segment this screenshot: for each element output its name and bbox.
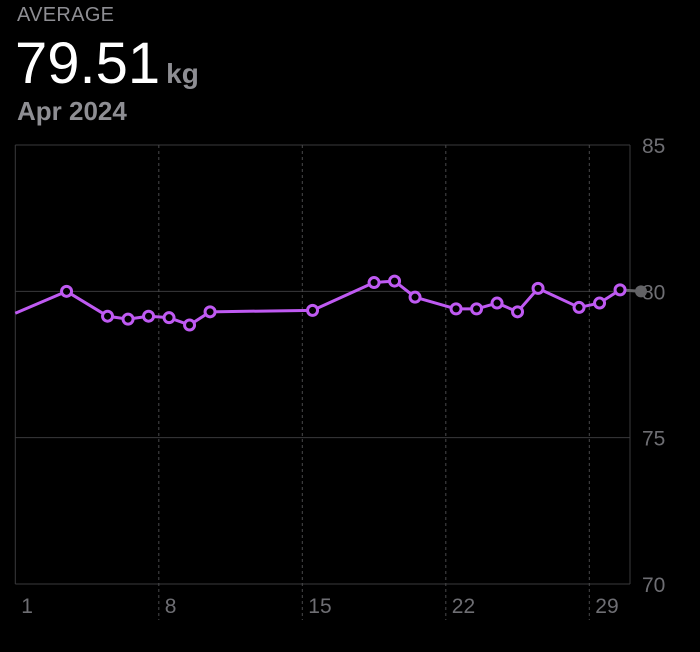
y-tick-label: 80 [642, 281, 665, 304]
x-tick-label: 22 [452, 595, 475, 618]
data-point [367, 276, 381, 290]
data-point [470, 302, 484, 316]
data-point [121, 312, 135, 326]
data-point [306, 303, 320, 317]
average-label: AVERAGE [17, 4, 115, 26]
data-point [203, 305, 217, 319]
data-point [511, 305, 525, 319]
y-tick-label: 75 [642, 428, 665, 451]
unit-label: kg [166, 58, 199, 89]
x-tick-label: 8 [165, 595, 177, 618]
data-point [162, 311, 176, 325]
data-point [388, 274, 402, 288]
average-number: 79.51 [15, 31, 161, 96]
x-tick-label: 29 [595, 595, 618, 618]
current-marker [635, 285, 647, 298]
data-point [183, 318, 197, 332]
data-point [593, 296, 607, 310]
data-point [142, 309, 156, 323]
data-point [449, 302, 463, 316]
x-tick-label: 15 [308, 595, 331, 618]
data-point [101, 309, 115, 323]
data-point [408, 290, 422, 304]
x-tick-label: 1 [21, 595, 33, 618]
data-point [572, 300, 586, 314]
y-tick-label: 70 [642, 574, 665, 597]
data-point [60, 284, 74, 298]
data-point [490, 296, 504, 310]
period-label: Apr 2024 [17, 96, 127, 126]
average-value: 79.51 kg [15, 30, 199, 97]
y-tick-label: 85 [642, 135, 665, 158]
data-point [613, 283, 627, 297]
data-point [531, 281, 545, 295]
